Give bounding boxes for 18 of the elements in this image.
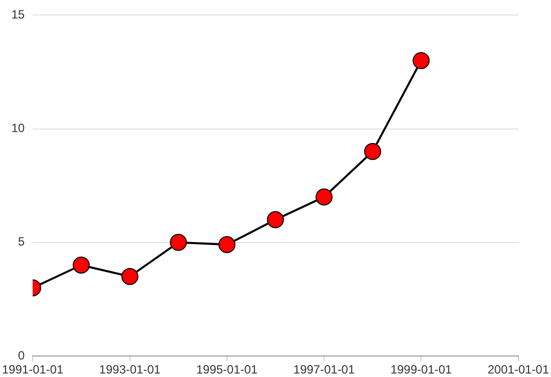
x-tick-label: 2001-01-01 (488, 362, 550, 377)
point (218, 236, 236, 254)
y-tick-label: 15 (11, 8, 26, 22)
y-tick-label: 0 (18, 348, 26, 362)
y-tick-label: 5 (18, 234, 26, 249)
point (364, 143, 382, 160)
point (72, 256, 90, 274)
x-tick-label: 1991-01-01 (2, 362, 64, 377)
point (316, 188, 333, 206)
point (412, 52, 430, 70)
point (266, 211, 284, 228)
x-tick-label: 1993-01-01 (99, 362, 161, 377)
point (170, 234, 187, 251)
point (121, 268, 138, 285)
x-tick-label: 1999-01-01 (390, 362, 452, 377)
x-tick-label: 1995-01-01 (196, 362, 258, 377)
y-tick-label: 10 (11, 121, 26, 136)
x-tick-label: 1997-01-01 (293, 362, 356, 377)
